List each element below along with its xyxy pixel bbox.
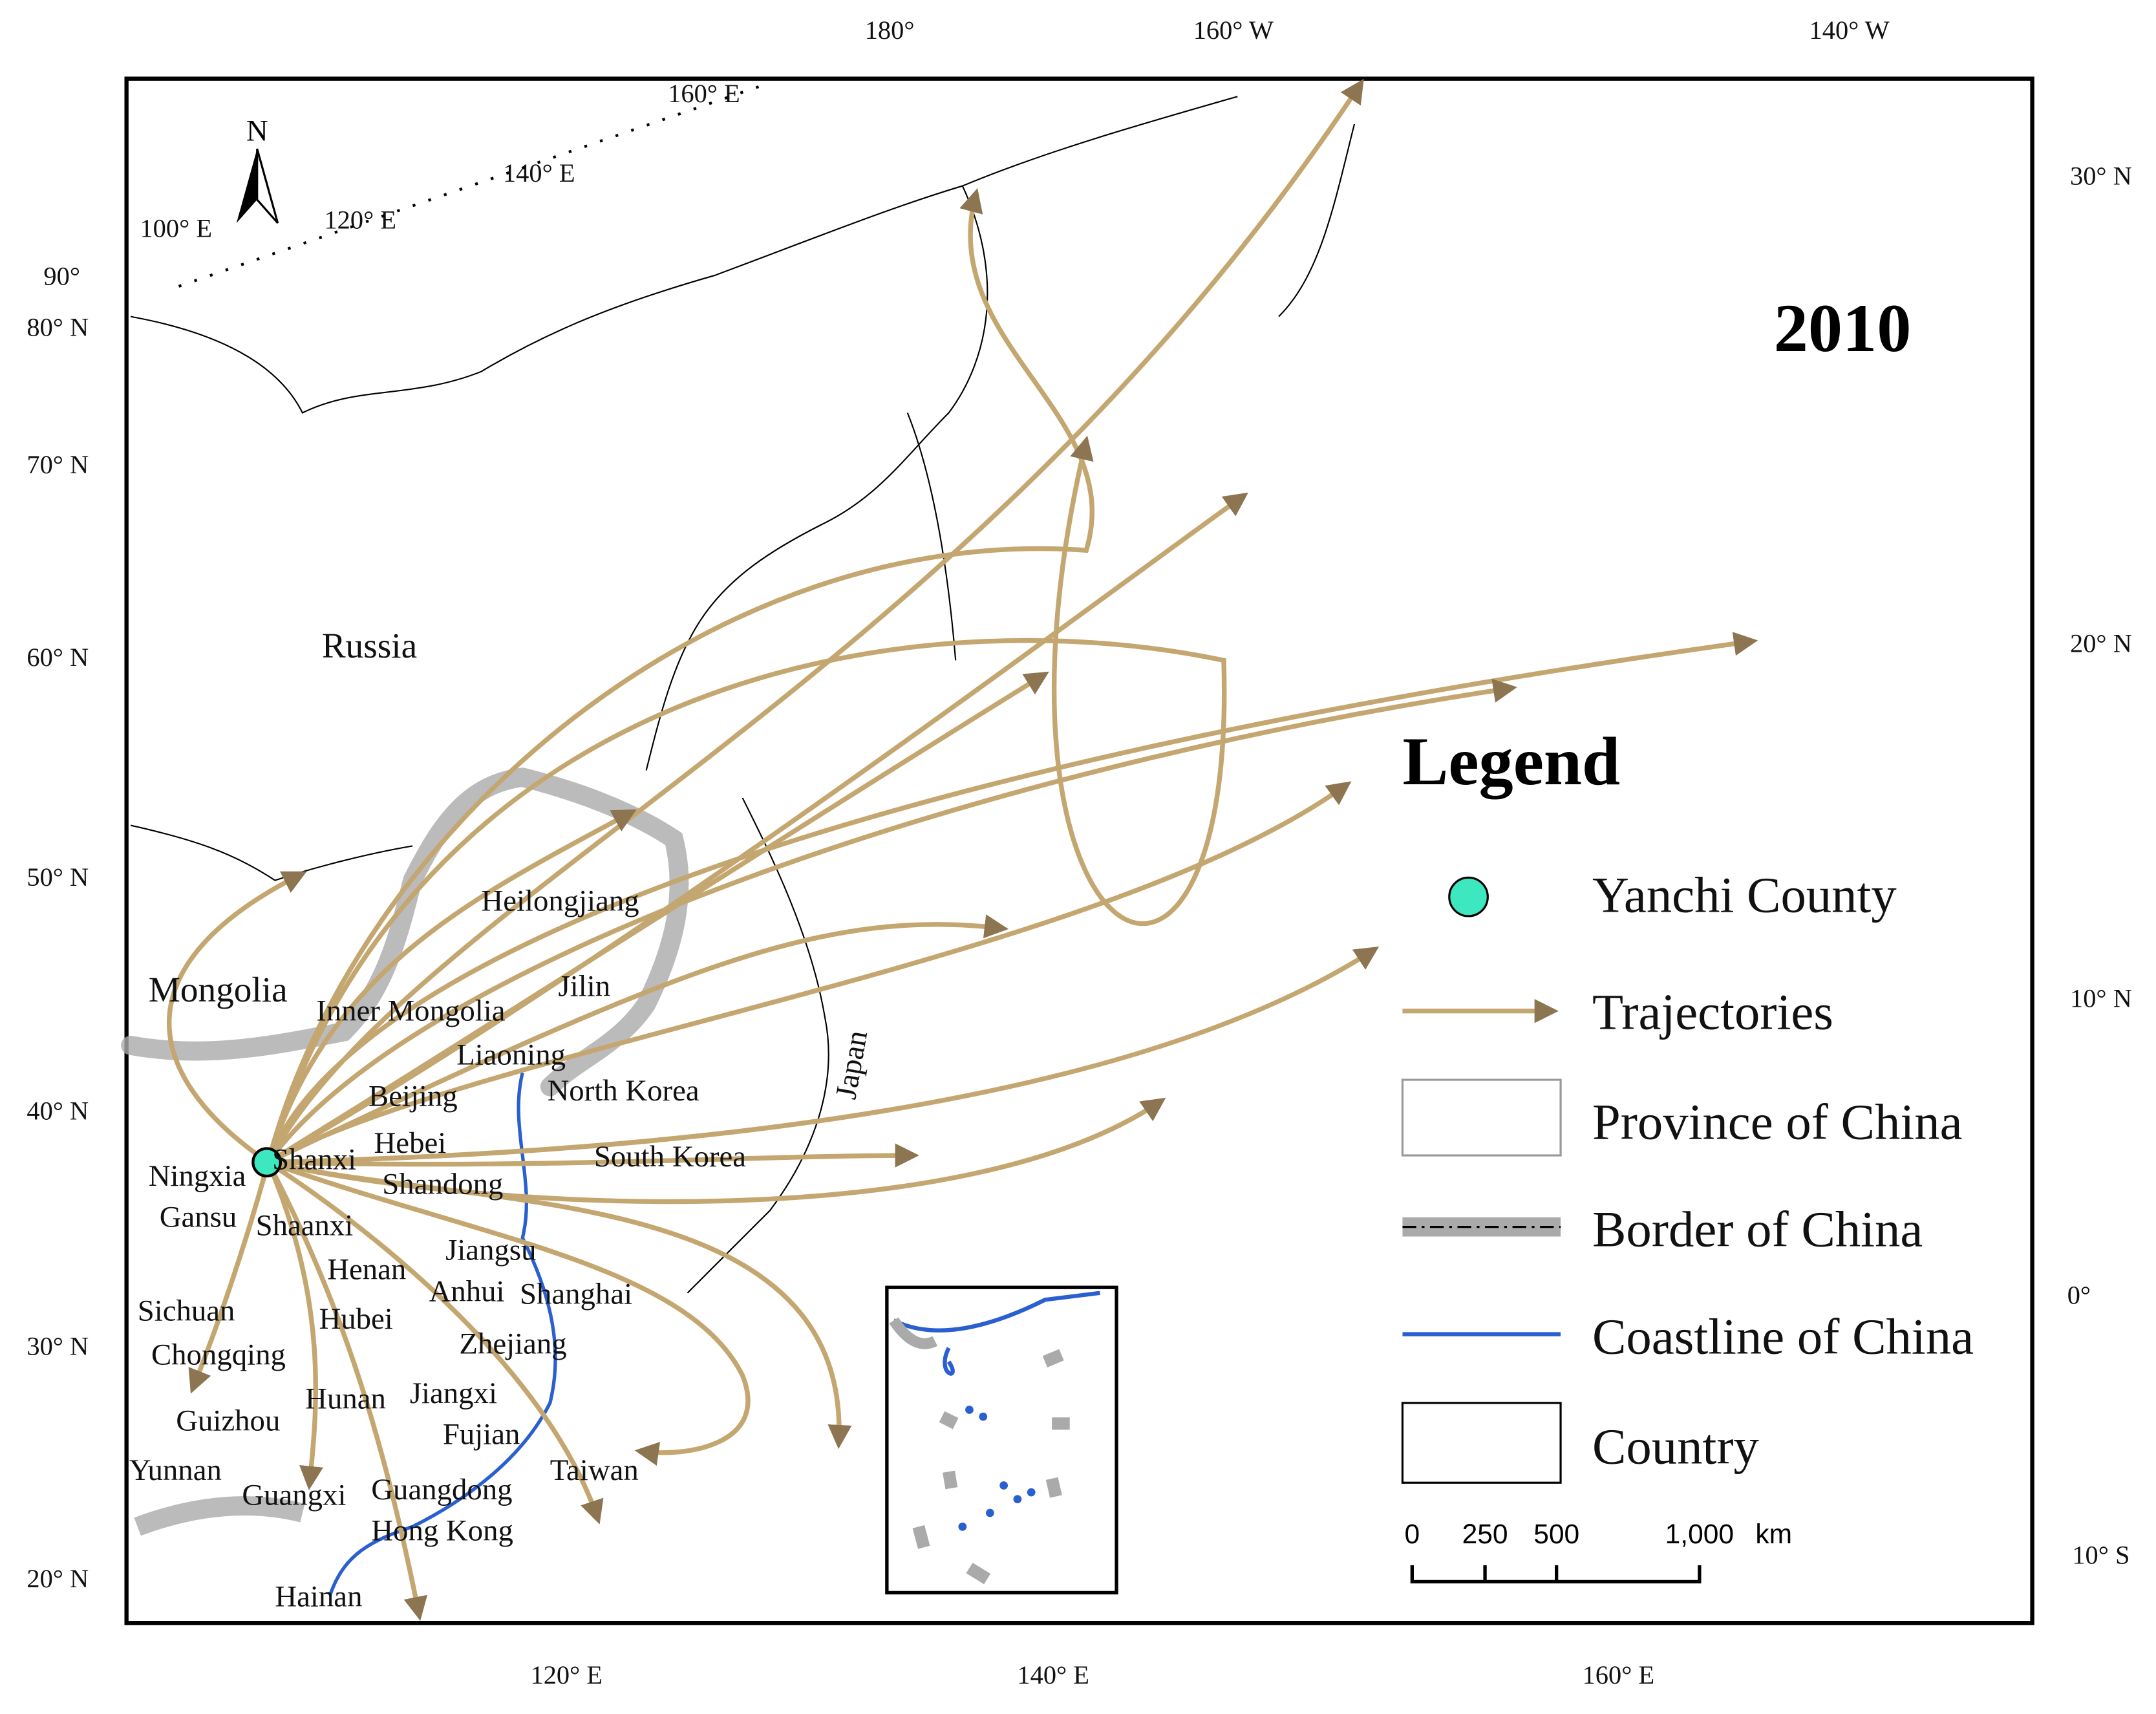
place-label: Liaoning: [456, 1038, 566, 1072]
graticule-label: 50° N: [27, 862, 89, 892]
graticule-label: 140° E: [1017, 1660, 1089, 1689]
place-label: Anhui: [429, 1274, 505, 1308]
country-outlines: [130, 96, 1356, 1294]
legend-label: Trajectories: [1592, 984, 1833, 1040]
graticule-label: 20° N: [27, 1564, 89, 1593]
place-label: Inner Mongolia: [316, 994, 506, 1028]
north-label: N: [246, 114, 268, 147]
graticule-label: 80° N: [27, 312, 89, 341]
place-label: Guangdong: [371, 1473, 512, 1506]
graticule-label: 160° E: [1583, 1660, 1655, 1689]
graticule-label: 160° W: [1193, 16, 1274, 45]
place-labels: Russia Mongolia Inner Mongolia Heilongji…: [129, 626, 874, 1614]
legend-title: Legend: [1402, 723, 1620, 800]
place-label: Zhejiang: [459, 1327, 566, 1360]
scale-label: 500: [1533, 1519, 1579, 1550]
place-label: Hubei: [319, 1302, 392, 1336]
place-label: Russia: [322, 626, 417, 665]
scale-label: 250: [1462, 1519, 1508, 1550]
north-arrow: N: [236, 114, 279, 224]
place-label: Hainan: [275, 1580, 362, 1614]
legend-label: Yanchi County: [1592, 868, 1897, 924]
place-label: Mongolia: [149, 970, 288, 1009]
trajectories: [166, 78, 1758, 1621]
place-label: Shanghai: [520, 1278, 632, 1311]
place-label: North Korea: [548, 1074, 699, 1108]
legend-label: Province of China: [1592, 1095, 1963, 1151]
graticule-label: 120° E: [324, 206, 396, 235]
graticule-label: 30° N: [2070, 161, 2132, 190]
place-label: Ningxia: [149, 1159, 246, 1193]
place-label: South Korea: [594, 1140, 746, 1173]
graticule-label: 40° N: [27, 1097, 89, 1126]
graticule-label: 160° E: [668, 79, 740, 108]
china-border: [134, 1496, 305, 1536]
graticule-label: 0°: [2067, 1281, 2091, 1310]
place-label: Jiangxi: [410, 1377, 497, 1410]
graticule-label: 140° W: [1809, 16, 1890, 45]
place-label: Hebei: [374, 1126, 447, 1160]
graticule-label: 180°: [865, 16, 915, 45]
place-label: Shaanxi: [256, 1208, 354, 1242]
place-label: Jiangsu: [445, 1234, 536, 1267]
graticule-label: 10° N: [2070, 983, 2132, 1012]
inset-map: [885, 1285, 1118, 1595]
scale-label: 0: [1405, 1519, 1420, 1550]
yanchi-marker: [251, 1147, 283, 1178]
graticule-labels: 180° 160° W 140° W 120° E 140° E 160° E …: [27, 16, 2131, 1689]
place-label: Yunnan: [129, 1453, 222, 1487]
place-label: Sichuan: [138, 1294, 235, 1327]
place-label: Guangxi: [242, 1478, 346, 1512]
legend-symbol: [1448, 876, 1489, 917]
graticule-label: 20° N: [2070, 629, 2132, 658]
legend-symbol: [1401, 1402, 1562, 1484]
legend: Legend Yanchi County Trajectories Provin…: [1401, 723, 1974, 1484]
place-label: Jilin: [559, 969, 611, 1003]
place-label: Heilongjiang: [481, 884, 639, 917]
place-label: Taiwan: [550, 1453, 639, 1487]
graticule-label: 100° E: [140, 213, 212, 242]
scale-bar: 0 250 500 1,000 km: [1405, 1519, 1792, 1584]
place-label: Chongqing: [151, 1338, 286, 1371]
graticule-label: 120° E: [531, 1660, 603, 1689]
graticule-label: 30° N: [27, 1331, 89, 1360]
legend-symbol: [1401, 1078, 1562, 1157]
graticule-label: 60° N: [27, 643, 89, 672]
place-label: Hong Kong: [371, 1514, 513, 1548]
place-label: Guizhou: [176, 1404, 280, 1437]
place-label: Shanxi: [272, 1142, 356, 1176]
legend-label: Border of China: [1592, 1201, 1923, 1258]
place-label: Beijing: [368, 1079, 458, 1113]
place-label: Henan: [327, 1252, 406, 1286]
china-coastline: [328, 1072, 557, 1596]
scale-label: km: [1755, 1519, 1792, 1550]
graticule-label: 90°: [43, 262, 80, 291]
place-label: Gansu: [160, 1201, 237, 1234]
legend-label: Country: [1592, 1419, 1760, 1475]
map-title: 2010: [1774, 290, 1912, 367]
scale-label: 1,000: [1665, 1519, 1734, 1550]
place-label: Shandong: [382, 1168, 503, 1201]
graticule-label: 70° N: [27, 450, 89, 479]
legend-label: Coastline of China: [1592, 1309, 1974, 1365]
place-label: Fujian: [443, 1418, 520, 1452]
place-label: Hunan: [305, 1382, 386, 1415]
graticule-label: 10° S: [2072, 1541, 2129, 1570]
